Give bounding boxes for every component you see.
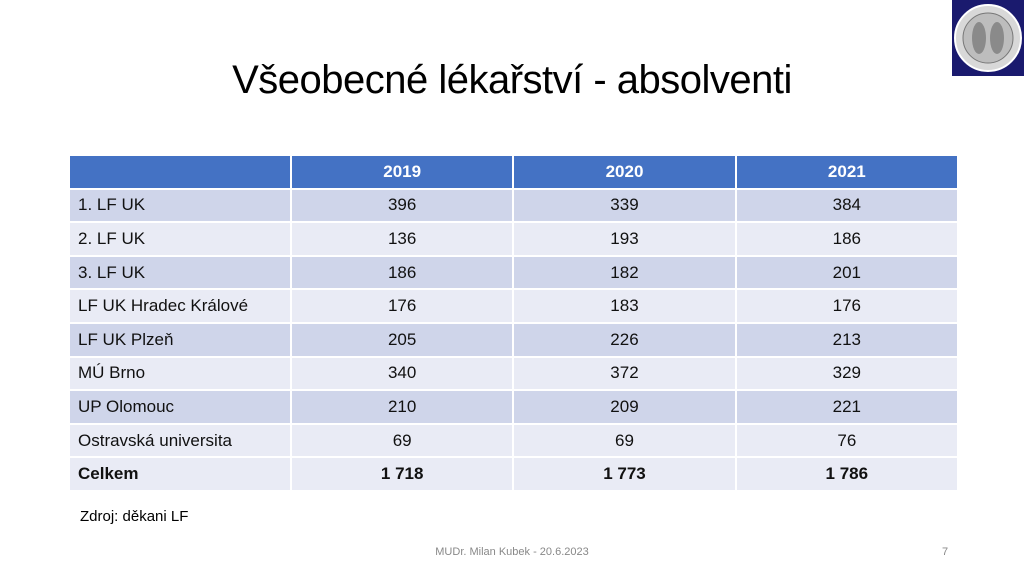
value-cell: 193	[512, 221, 737, 257]
row-label: MÚ Brno	[68, 355, 292, 392]
value-cell: 182	[512, 254, 737, 291]
value-cell: 69	[289, 422, 515, 459]
footer-text: MUDr. Milan Kubek - 20.6.2023	[435, 546, 589, 558]
page-number: 7	[942, 546, 949, 558]
row-label: 2. LF UK	[68, 221, 292, 257]
source-note: Zdroj: děkani LF	[80, 508, 189, 525]
value-cell: 76	[734, 422, 960, 459]
table-row: MÚ Brno 340 372 329	[68, 355, 960, 392]
value-cell: 210	[289, 389, 515, 425]
value-cell: 396	[289, 187, 515, 224]
value-cell: 372	[512, 355, 737, 392]
header-cell: 2021	[734, 154, 960, 190]
row-label: 3. LF UK	[68, 254, 292, 291]
value-cell: 205	[289, 321, 515, 358]
value-cell: 329	[734, 355, 960, 392]
value-cell: 1 786	[734, 456, 960, 492]
value-cell: 221	[734, 389, 960, 425]
value-cell: 183	[512, 288, 737, 324]
graduates-table: 2019 2020 2021 1. LF UK 396 339 384 2. LF UK…	[68, 154, 960, 492]
value-cell: 201	[734, 254, 960, 291]
value-cell: 209	[512, 389, 737, 425]
table-row: 2. LF UK 136 193 186	[68, 221, 960, 257]
value-cell: 339	[512, 187, 737, 224]
table-header-row: 2019 2020 2021	[68, 154, 960, 190]
value-cell: 69	[512, 422, 737, 459]
row-label: Celkem	[68, 456, 292, 492]
value-cell: 1 773	[512, 456, 737, 492]
row-label: Ostravská universita	[68, 422, 292, 459]
table-row: 3. LF UK 186 182 201	[68, 254, 960, 291]
value-cell: 176	[289, 288, 515, 324]
table-row: LF UK Hradec Králové 176 183 176	[68, 288, 960, 324]
value-cell: 226	[512, 321, 737, 358]
value-cell: 136	[289, 221, 515, 257]
table-row: Ostravská universita 69 69 76	[68, 422, 960, 459]
value-cell: 186	[734, 221, 960, 257]
header-cell	[68, 154, 292, 190]
value-cell: 340	[289, 355, 515, 392]
value-cell: 1 718	[289, 456, 515, 492]
table-row: LF UK Plzeň 205 226 213	[68, 321, 960, 358]
slide-title: Všeobecné lékařství - absolventi	[232, 58, 792, 102]
table-row: UP Olomouc 210 209 221	[68, 389, 960, 425]
university-seal-logo	[952, 0, 1024, 76]
row-label: LF UK Hradec Králové	[68, 288, 292, 324]
value-cell: 213	[734, 321, 960, 358]
total-row: Celkem 1 718 1 773 1 786	[68, 456, 960, 492]
header-cell: 2020	[512, 154, 737, 190]
row-label: 1. LF UK	[68, 187, 292, 224]
header-cell: 2019	[289, 154, 515, 190]
row-label: LF UK Plzeň	[68, 321, 292, 358]
table-row: 1. LF UK 396 339 384	[68, 187, 960, 224]
value-cell: 176	[734, 288, 960, 324]
value-cell: 186	[289, 254, 515, 291]
row-label: UP Olomouc	[68, 389, 292, 425]
value-cell: 384	[734, 187, 960, 224]
